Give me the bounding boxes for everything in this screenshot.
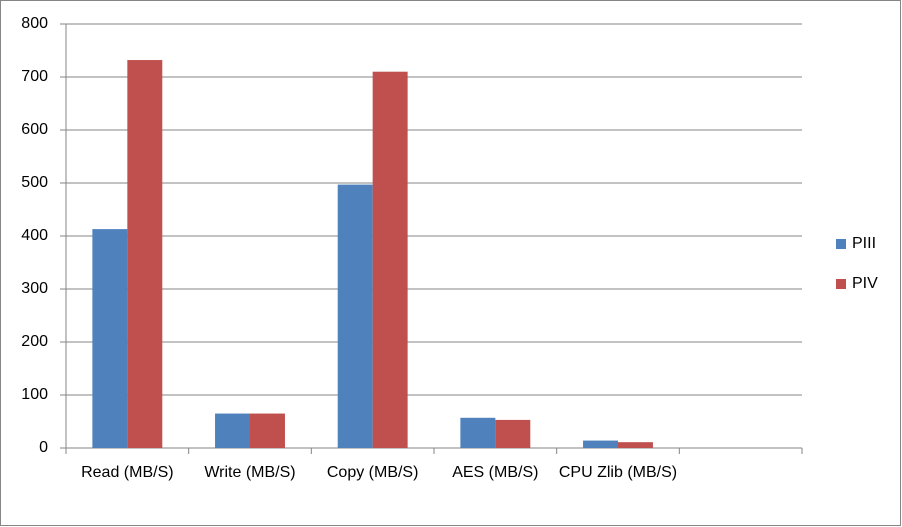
bar xyxy=(127,60,163,448)
y-tick-label: 100 xyxy=(21,386,48,403)
bar xyxy=(337,184,373,448)
y-tick-label: 200 xyxy=(21,333,48,350)
bar xyxy=(460,417,496,448)
legend-label: PIV xyxy=(852,275,878,292)
y-tick-label: 800 xyxy=(21,15,48,32)
legend-swatch xyxy=(836,279,846,289)
bar xyxy=(250,413,285,448)
bar xyxy=(215,413,250,448)
x-tick-label: Read (MB/S) xyxy=(81,464,174,481)
bar xyxy=(372,71,408,448)
x-tick-label: CPU Zlib (MB/S) xyxy=(558,464,678,481)
bar xyxy=(92,229,128,448)
y-tick-label: 700 xyxy=(21,68,48,85)
bar xyxy=(618,442,653,448)
y-tick-label: 400 xyxy=(21,227,48,244)
legend-swatch xyxy=(836,239,846,249)
x-tick-label: Write (MB/S) xyxy=(204,464,296,481)
y-tick-label: 300 xyxy=(21,280,48,297)
y-tick-label: 500 xyxy=(21,174,48,191)
y-tick-label: 0 xyxy=(39,439,48,456)
x-tick-label: AES (MB/S) xyxy=(452,464,539,481)
legend-label: PIII xyxy=(852,235,876,252)
x-tick-label: Copy (MB/S) xyxy=(326,464,419,481)
y-tick-label: 600 xyxy=(21,121,48,138)
bar xyxy=(583,440,618,448)
bar xyxy=(495,419,531,448)
